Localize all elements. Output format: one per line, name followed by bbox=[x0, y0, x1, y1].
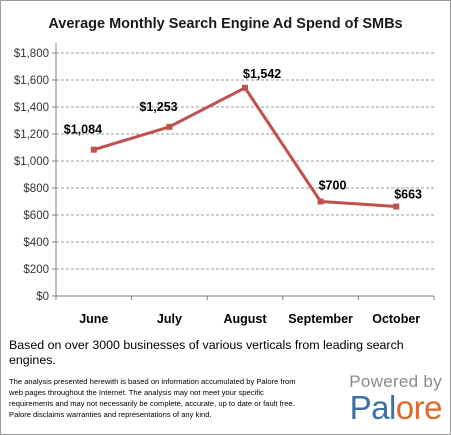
data-point bbox=[90, 146, 97, 153]
x-tick-label: September bbox=[288, 312, 353, 326]
palore-logo: Palore bbox=[316, 388, 443, 428]
chart-title: Average Monthly Search Engine Ad Spend o… bbox=[48, 16, 403, 32]
data-label: $1,253 bbox=[139, 100, 177, 114]
data-point bbox=[166, 123, 173, 130]
y-tick-label: $200 bbox=[23, 264, 49, 276]
footnote: Based on over 3000 businesses of various… bbox=[9, 338, 404, 367]
y-tick-label: $1,600 bbox=[14, 75, 49, 87]
y-tick-label: $400 bbox=[23, 237, 49, 249]
data-point bbox=[393, 203, 400, 210]
data-point bbox=[242, 84, 248, 91]
logo-part-accent: ore bbox=[395, 389, 443, 426]
x-tick-label: October bbox=[372, 312, 420, 326]
data-label: $1,084 bbox=[64, 123, 102, 137]
x-tick-label: July bbox=[157, 312, 182, 326]
y-tick-label: $1,800 bbox=[14, 48, 49, 60]
x-tick-label: August bbox=[223, 312, 267, 326]
y-tick-label: $800 bbox=[23, 183, 49, 195]
disclaimer-text: The analysis presented herewith is based… bbox=[9, 377, 296, 419]
logo-part-primary: Pal bbox=[349, 389, 397, 426]
y-tick-label: $1,000 bbox=[14, 156, 49, 168]
data-label: $663 bbox=[394, 187, 422, 201]
data-point bbox=[317, 198, 324, 205]
y-tick-label: $600 bbox=[23, 210, 49, 222]
y-tick-label: $1,400 bbox=[14, 102, 49, 114]
x-tick-label: June bbox=[79, 312, 108, 326]
data-label: $1,542 bbox=[243, 67, 281, 81]
powered-by-label: Powered by bbox=[349, 372, 442, 391]
data-label: $700 bbox=[319, 179, 347, 193]
y-tick-label: $0 bbox=[36, 291, 49, 303]
line-chart: $0 $200 $400 $600 $800 $1,000 $1,200 $1,400 $1,6… bbox=[14, 43, 435, 326]
y-tick-label: $1,200 bbox=[14, 129, 49, 141]
